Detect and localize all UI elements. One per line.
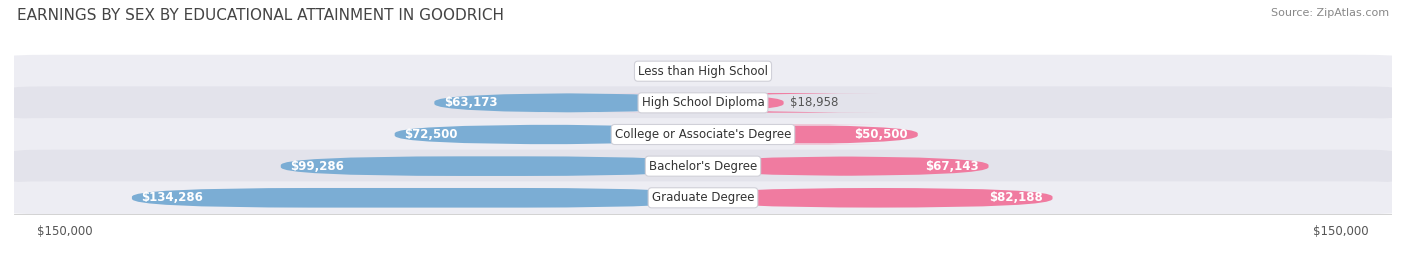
FancyBboxPatch shape	[703, 156, 988, 176]
Text: $99,286: $99,286	[290, 160, 344, 173]
Text: EARNINGS BY SEX BY EDUCATIONAL ATTAINMENT IN GOODRICH: EARNINGS BY SEX BY EDUCATIONAL ATTAINMEN…	[17, 8, 503, 23]
Text: $0: $0	[706, 65, 721, 78]
Text: Bachelor's Degree: Bachelor's Degree	[650, 160, 756, 173]
Text: $63,173: $63,173	[444, 96, 498, 109]
FancyBboxPatch shape	[281, 156, 703, 176]
Text: College or Associate's Degree: College or Associate's Degree	[614, 128, 792, 141]
Text: $18,958: $18,958	[790, 96, 838, 109]
Text: $72,500: $72,500	[405, 128, 458, 141]
FancyBboxPatch shape	[1, 55, 1405, 88]
Text: $0: $0	[685, 65, 700, 78]
Text: Less than High School: Less than High School	[638, 65, 768, 78]
FancyBboxPatch shape	[434, 93, 703, 113]
Text: $67,143: $67,143	[925, 160, 979, 173]
Text: $82,188: $82,188	[990, 191, 1043, 204]
FancyBboxPatch shape	[703, 125, 918, 144]
Text: $134,286: $134,286	[142, 191, 204, 204]
Text: $50,500: $50,500	[855, 128, 908, 141]
Text: Graduate Degree: Graduate Degree	[652, 191, 754, 204]
FancyBboxPatch shape	[395, 125, 703, 144]
FancyBboxPatch shape	[1, 150, 1405, 183]
FancyBboxPatch shape	[1, 86, 1405, 119]
FancyBboxPatch shape	[1, 118, 1405, 151]
FancyBboxPatch shape	[703, 188, 1053, 208]
FancyBboxPatch shape	[132, 188, 703, 208]
FancyBboxPatch shape	[606, 93, 882, 113]
Text: Source: ZipAtlas.com: Source: ZipAtlas.com	[1271, 8, 1389, 18]
Text: High School Diploma: High School Diploma	[641, 96, 765, 109]
FancyBboxPatch shape	[1, 181, 1405, 214]
